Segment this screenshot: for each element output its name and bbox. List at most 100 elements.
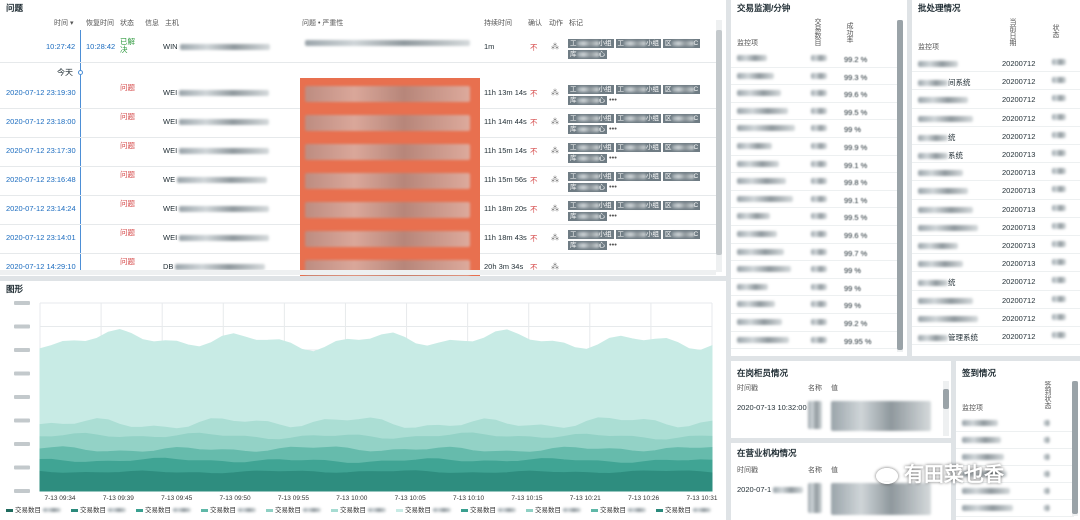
problem-host[interactable]: WEI xyxy=(163,204,270,213)
problem-tag[interactable]: 库心 xyxy=(568,241,607,250)
trade-row[interactable]: 99.3 % xyxy=(731,68,897,86)
trade-row[interactable]: 99.95 % xyxy=(731,332,897,350)
trade-row[interactable]: 99 % xyxy=(731,296,897,314)
signin-row[interactable] xyxy=(956,432,1074,449)
problem-time[interactable]: 2020-07-12 23:14:01 xyxy=(6,233,76,242)
tags-more[interactable]: ••• xyxy=(609,153,617,162)
problem-row[interactable]: 2020-07-12 23:14:01 问题 WEI 11h 18m 43s 不 ⁂ 工小组… xyxy=(0,225,718,254)
batch-row[interactable]: 20200712 xyxy=(912,291,1080,309)
problem-action-icon[interactable]: ⁂ xyxy=(551,42,559,51)
problem-tag[interactable]: 工 小组 xyxy=(568,172,614,181)
batch-row[interactable]: 20200712 xyxy=(912,90,1080,109)
problem-host[interactable]: WEI xyxy=(163,117,270,126)
batch-row[interactable]: 20200713 xyxy=(912,236,1080,255)
batch-row[interactable]: 20200713 xyxy=(912,200,1080,218)
problem-text[interactable] xyxy=(305,40,470,46)
tags-more[interactable]: ••• xyxy=(609,240,617,249)
trade-row[interactable]: 99.2 % xyxy=(731,314,897,332)
problem-host[interactable]: WE xyxy=(163,175,268,184)
batch-row[interactable]: 20200712 xyxy=(912,309,1080,327)
problem-host-name[interactable]: WIN xyxy=(163,42,178,51)
problem-host-name[interactable]: WEI xyxy=(163,88,178,97)
problem-tag[interactable]: 工 小组 xyxy=(615,143,661,152)
trade-row[interactable]: 99 % xyxy=(731,120,897,138)
problem-tag[interactable]: 库心 xyxy=(568,50,607,59)
problem-tag[interactable]: 工 小组 xyxy=(568,230,614,239)
trade-row[interactable]: 99.2 % xyxy=(731,50,897,68)
col-host[interactable]: 主机 xyxy=(165,20,179,27)
problem-row[interactable]: 2020-07-12 23:14:24 问题 WEI 11h 18m 20s 不 ⁂ 工小组… xyxy=(0,196,718,225)
problem-text[interactable] xyxy=(305,202,470,218)
trade-row[interactable]: 99.6 % xyxy=(731,226,897,244)
problem-text[interactable] xyxy=(305,231,470,247)
problem-tag[interactable]: 工 小组 xyxy=(568,143,614,152)
problem-row[interactable]: 2020-07-12 23:19:30 问题 WEI 11h 13m 14s 不 ⁂ 工小组… xyxy=(0,78,718,109)
problem-tag[interactable]: 工 小组 xyxy=(615,114,661,123)
problem-row[interactable]: 10:27:42 10:28:42 已解决 WIN 1m 不 ⁂ 工小组工小组区 C库心 xyxy=(0,34,718,63)
problem-ack[interactable]: 不 xyxy=(530,205,538,214)
problem-ack[interactable]: 不 xyxy=(530,263,538,272)
trade-row[interactable]: 99.1 % xyxy=(731,156,897,174)
legend-item[interactable]: 交易数目 xyxy=(461,504,516,514)
batch-row[interactable]: 20200713 xyxy=(912,218,1080,236)
batch-row[interactable]: 统 20200712 xyxy=(912,127,1080,145)
problem-tag[interactable]: 工 小组 xyxy=(615,85,661,94)
problem-text[interactable] xyxy=(305,86,470,102)
problem-time[interactable]: 10:27:42 xyxy=(46,42,76,51)
problem-time[interactable]: 2020-07-12 23:14:24 xyxy=(6,204,76,213)
trade-row[interactable]: 99.1 % xyxy=(731,191,897,209)
batch-row[interactable]: 管理系统 20200712 xyxy=(912,327,1080,346)
batch-row[interactable]: 20200712 xyxy=(912,109,1080,127)
problem-host-name[interactable]: WEI xyxy=(163,204,178,213)
problem-time[interactable]: 2020-07-12 23:19:30 xyxy=(6,88,76,97)
problem-row[interactable]: 2020-07-12 23:18:00 问题 WEI 11h 14m 44s 不 ⁂ 工小组… xyxy=(0,109,718,138)
problem-tag[interactable]: 库心 xyxy=(568,183,607,192)
trade-row[interactable]: 99.7 % xyxy=(731,244,897,262)
trade-scroll-thumb[interactable] xyxy=(897,20,903,350)
problem-action-icon[interactable]: ⁂ xyxy=(551,146,559,155)
batch-row[interactable]: 间系统 20200712 xyxy=(912,72,1080,91)
onsite-scrollbar[interactable] xyxy=(943,381,949,436)
tags-more[interactable]: ••• xyxy=(609,95,617,104)
legend-item[interactable]: 交易数目 xyxy=(656,504,711,514)
batch-row[interactable]: 系统 20200713 xyxy=(912,145,1080,164)
problem-tag[interactable]: 工 小组 xyxy=(568,114,614,123)
problem-text[interactable] xyxy=(305,144,470,160)
trade-row[interactable]: 99.5 % xyxy=(731,208,897,226)
problem-action-icon[interactable]: ⁂ xyxy=(551,233,559,242)
problem-recovery-time[interactable]: 10:28:42 xyxy=(86,42,116,51)
col-problem[interactable]: 问题 • 严重性 xyxy=(302,20,344,27)
problem-host-name[interactable]: WEI xyxy=(163,233,178,242)
batch-row[interactable]: 统 20200712 xyxy=(912,272,1080,291)
problems-hscroll[interactable] xyxy=(0,270,716,275)
problem-tag[interactable]: 库心 xyxy=(568,125,607,134)
signin-scroll-thumb[interactable] xyxy=(1072,381,1078,514)
problem-host[interactable]: WIN xyxy=(163,42,270,51)
signin-row[interactable] xyxy=(956,466,1074,483)
col-status[interactable]: 状态 xyxy=(120,20,134,27)
problem-action-icon[interactable]: ⁂ xyxy=(551,88,559,97)
problem-tag[interactable]: 工 小组 xyxy=(615,172,661,181)
trade-row[interactable]: 99 % xyxy=(731,279,897,297)
tags-more[interactable]: ••• xyxy=(609,124,617,133)
tags-more[interactable]: ••• xyxy=(609,211,617,220)
batch-row[interactable]: 20200713 xyxy=(912,181,1080,200)
batch-row[interactable]: 20200713 xyxy=(912,163,1080,182)
problem-host[interactable]: WEI xyxy=(163,233,270,242)
problem-time[interactable]: 2020-07-12 23:17:30 xyxy=(6,146,76,155)
problems-scrollbar[interactable] xyxy=(716,20,722,272)
problem-tag[interactable]: 工 小组 xyxy=(568,39,614,48)
legend-item[interactable]: 交易数目 xyxy=(71,504,126,514)
tags-more[interactable]: ••• xyxy=(609,182,617,191)
problem-tag[interactable]: 库心 xyxy=(568,212,607,221)
trade-row[interactable]: 99.6 % xyxy=(731,85,897,103)
problem-ack[interactable]: 不 xyxy=(530,176,538,185)
problem-row[interactable]: 2020-07-12 23:17:30 问题 WEI 11h 15m 14s 不 ⁂ 工小组… xyxy=(0,138,718,167)
problem-host-name[interactable]: WEI xyxy=(163,117,178,126)
problems-scroll-thumb[interactable] xyxy=(716,30,722,255)
signin-row[interactable] xyxy=(956,449,1074,466)
